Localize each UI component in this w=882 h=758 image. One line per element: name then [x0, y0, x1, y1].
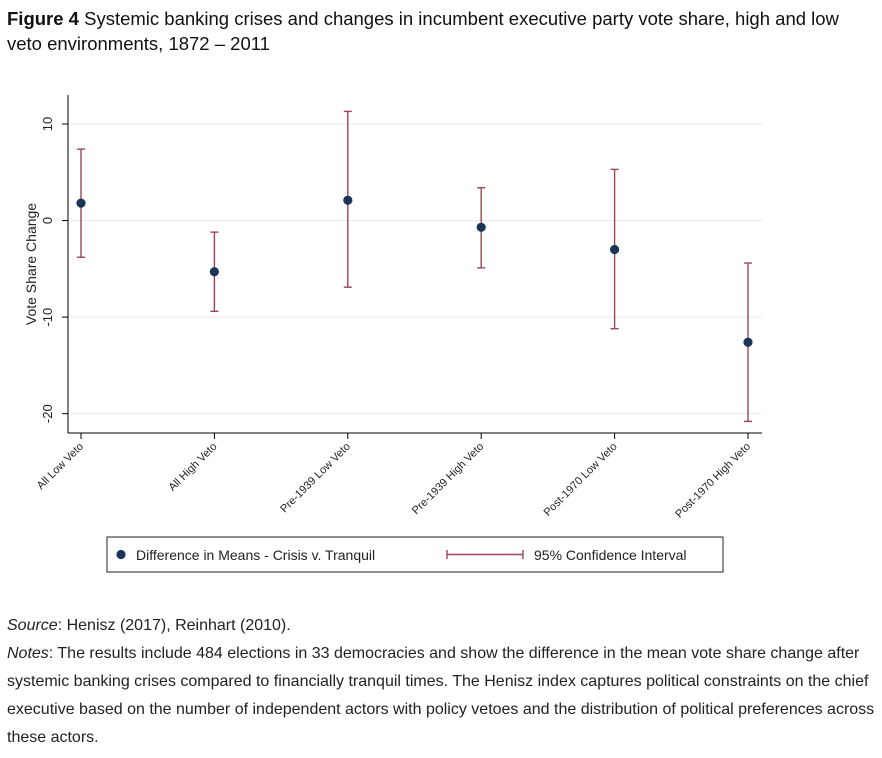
figure-title: Figure 4 Systemic banking crises and cha… [7, 6, 875, 56]
notes-text: : The results include 484 elections in 3… [7, 645, 875, 746]
chart-svg: 10 0 -10 -20 Vote Share Change All Low Veto Al… [23, 95, 762, 573]
y-tick-label: 0 [40, 217, 55, 224]
data-point [743, 337, 753, 347]
notes-paragraph: Notes: The results include 484 elections… [7, 640, 879, 752]
data-point [610, 244, 620, 255]
legend-label-ci: 95% Confidence Interval [534, 547, 687, 563]
y-tick-label: 10 [40, 117, 55, 131]
source-line: Source: Henisz (2017), Reinhart (2010). [7, 612, 879, 640]
legend-box [106, 536, 724, 573]
source-label: Source [7, 617, 58, 634]
x-tick-label: Post-1970 Low Veto [542, 441, 620, 519]
legend: Difference in Means - Crisis v. Tranquil… [106, 536, 724, 573]
y-tick-label: -20 [40, 404, 55, 423]
data-point [476, 222, 486, 232]
y-tick-label: -10 [40, 308, 55, 327]
figure-caption: Source: Henisz (2017), Reinhart (2010). … [7, 612, 879, 752]
x-tick-label: All High Veto [166, 441, 219, 494]
x-tick-label: All Low Veto [35, 441, 86, 492]
data-point [76, 198, 86, 208]
legend-point-marker [116, 549, 126, 560]
figure-label: Figure 4 [7, 8, 79, 29]
x-tick-label: Pre-1939 Low Veto [278, 441, 353, 516]
plot-area [68, 95, 762, 433]
x-tick-label: Post-1970 High Veto [673, 441, 753, 521]
chart-container: 10 0 -10 -20 Vote Share Change All Low Veto Al… [0, 75, 882, 585]
figure-title-text: Systemic banking crises and changes in i… [7, 8, 839, 54]
data-point [343, 195, 353, 205]
source-text: : Henisz (2017), Reinhart (2010). [57, 617, 291, 634]
legend-label-means: Difference in Means - Crisis v. Tranquil [136, 547, 375, 563]
y-axis-title: Vote Share Change [23, 203, 39, 325]
notes-label: Notes [7, 645, 49, 662]
data-point [209, 267, 219, 277]
x-tick-label: Pre-1939 High Veto [410, 441, 486, 517]
